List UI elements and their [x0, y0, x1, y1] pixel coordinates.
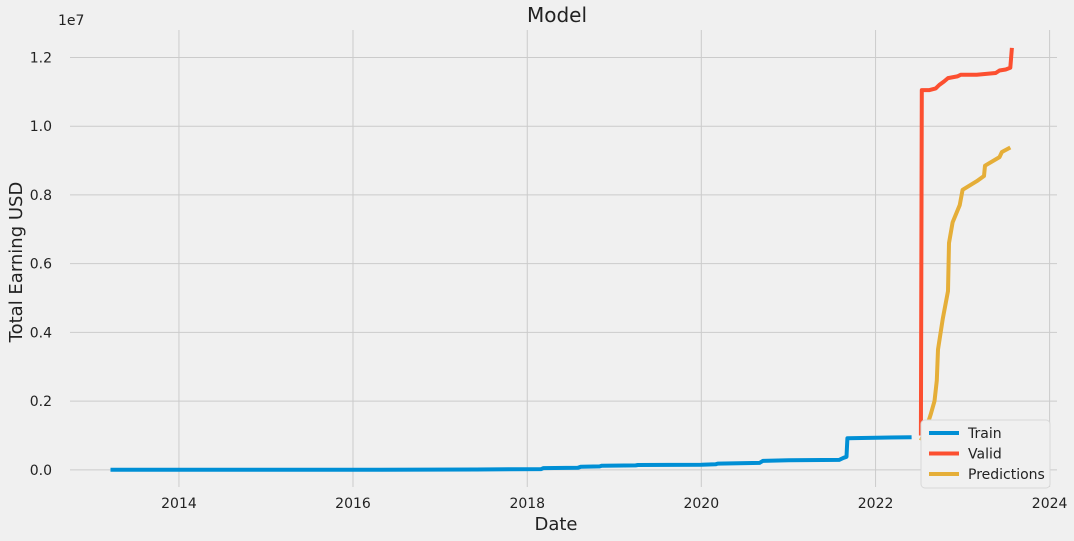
- series-line-predictions: [919, 145, 1012, 442]
- y-axis-ticks: 0.0 0.2 0.4 0.6 0.8 1.0 1.2: [30, 50, 52, 478]
- series-line-valid: [918, 47, 1014, 436]
- series-lines: [110, 47, 1014, 472]
- series-line-train: [110, 435, 912, 472]
- y-tick-label: 0.0: [30, 463, 52, 479]
- legend-label-valid: Valid: [968, 447, 1002, 463]
- chart-title: Model: [527, 3, 587, 27]
- y-tick-label: 0.2: [30, 394, 52, 410]
- x-tick-label: 2024: [1032, 496, 1068, 512]
- legend-label-predictions: Predictions: [968, 467, 1045, 483]
- legend: Train Valid Predictions: [920, 419, 1051, 489]
- x-axis-ticks: 2014 2016 2018 2020 2022 2024: [161, 496, 1067, 512]
- x-tick-label: 2014: [161, 496, 197, 512]
- y-tick-label: 0.6: [30, 257, 52, 273]
- y-tick-label: 0.4: [30, 325, 52, 341]
- x-tick-label: 2022: [858, 496, 894, 512]
- legend-box: [920, 419, 1051, 489]
- x-tick-label: 2016: [335, 496, 371, 512]
- y-tick-label: 1.2: [30, 50, 52, 66]
- y-axis-title: Total Earning USD: [6, 182, 27, 344]
- x-tick-label: 2018: [509, 496, 545, 512]
- legend-label-train: Train: [967, 426, 1002, 442]
- x-axis-title: Date: [534, 514, 577, 535]
- y-tick-label: 0.8: [30, 188, 52, 204]
- x-tick-label: 2020: [683, 496, 719, 512]
- y-tick-label: 1.0: [30, 119, 52, 135]
- y-offset-label: 1e7: [58, 13, 84, 29]
